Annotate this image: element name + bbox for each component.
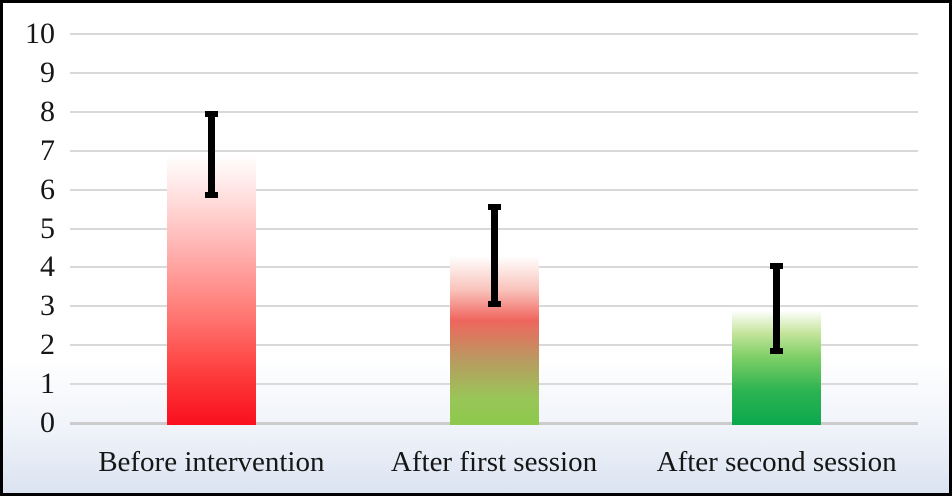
x-axis-category-label-before-intervention: Before intervention	[98, 446, 325, 478]
gridline-y-10	[70, 33, 918, 35]
error-bar-bottom-cap-before-intervention	[204, 192, 218, 199]
error-bar-top-cap-before-intervention	[204, 110, 218, 117]
x-axis-category-label-after-second-session: After second session	[656, 446, 897, 478]
error-bar-before-intervention	[207, 111, 215, 198]
error-bar-after-second-session	[773, 263, 781, 353]
gridline-y-6	[70, 188, 918, 191]
error-bar-bottom-cap-after-second-session	[770, 347, 784, 354]
error-bar-bottom-cap-after-first-session	[487, 301, 501, 308]
error-bar-after-first-session	[490, 205, 498, 307]
y-axis-tick-label-2: 2	[40, 328, 55, 362]
error-bar-top-cap-after-first-session	[487, 204, 501, 211]
y-axis-tick-label-6: 6	[40, 172, 55, 206]
y-axis-tick-label-4: 4	[40, 250, 55, 284]
gridline-y-8	[70, 110, 918, 113]
y-axis-tick-label-0: 0	[40, 406, 55, 439]
y-axis-tick-label-7: 7	[40, 133, 55, 167]
bar-before-intervention	[166, 154, 256, 425]
y-axis-tick-label-9: 9	[40, 55, 55, 89]
x-axis-category-label-after-first-session: After first session	[390, 446, 598, 478]
y-axis-tick-label-8: 8	[40, 94, 55, 128]
gridline-y-7	[70, 149, 918, 152]
y-axis-tick-label-10: 10	[25, 17, 55, 50]
error-bar-top-cap-after-second-session	[770, 262, 784, 269]
y-axis-tick-label-1: 1	[40, 367, 55, 401]
y-axis-tick-label-5: 5	[40, 211, 55, 245]
gridline-y-9	[70, 71, 918, 74]
y-axis-tick-label-3: 3	[40, 289, 55, 323]
